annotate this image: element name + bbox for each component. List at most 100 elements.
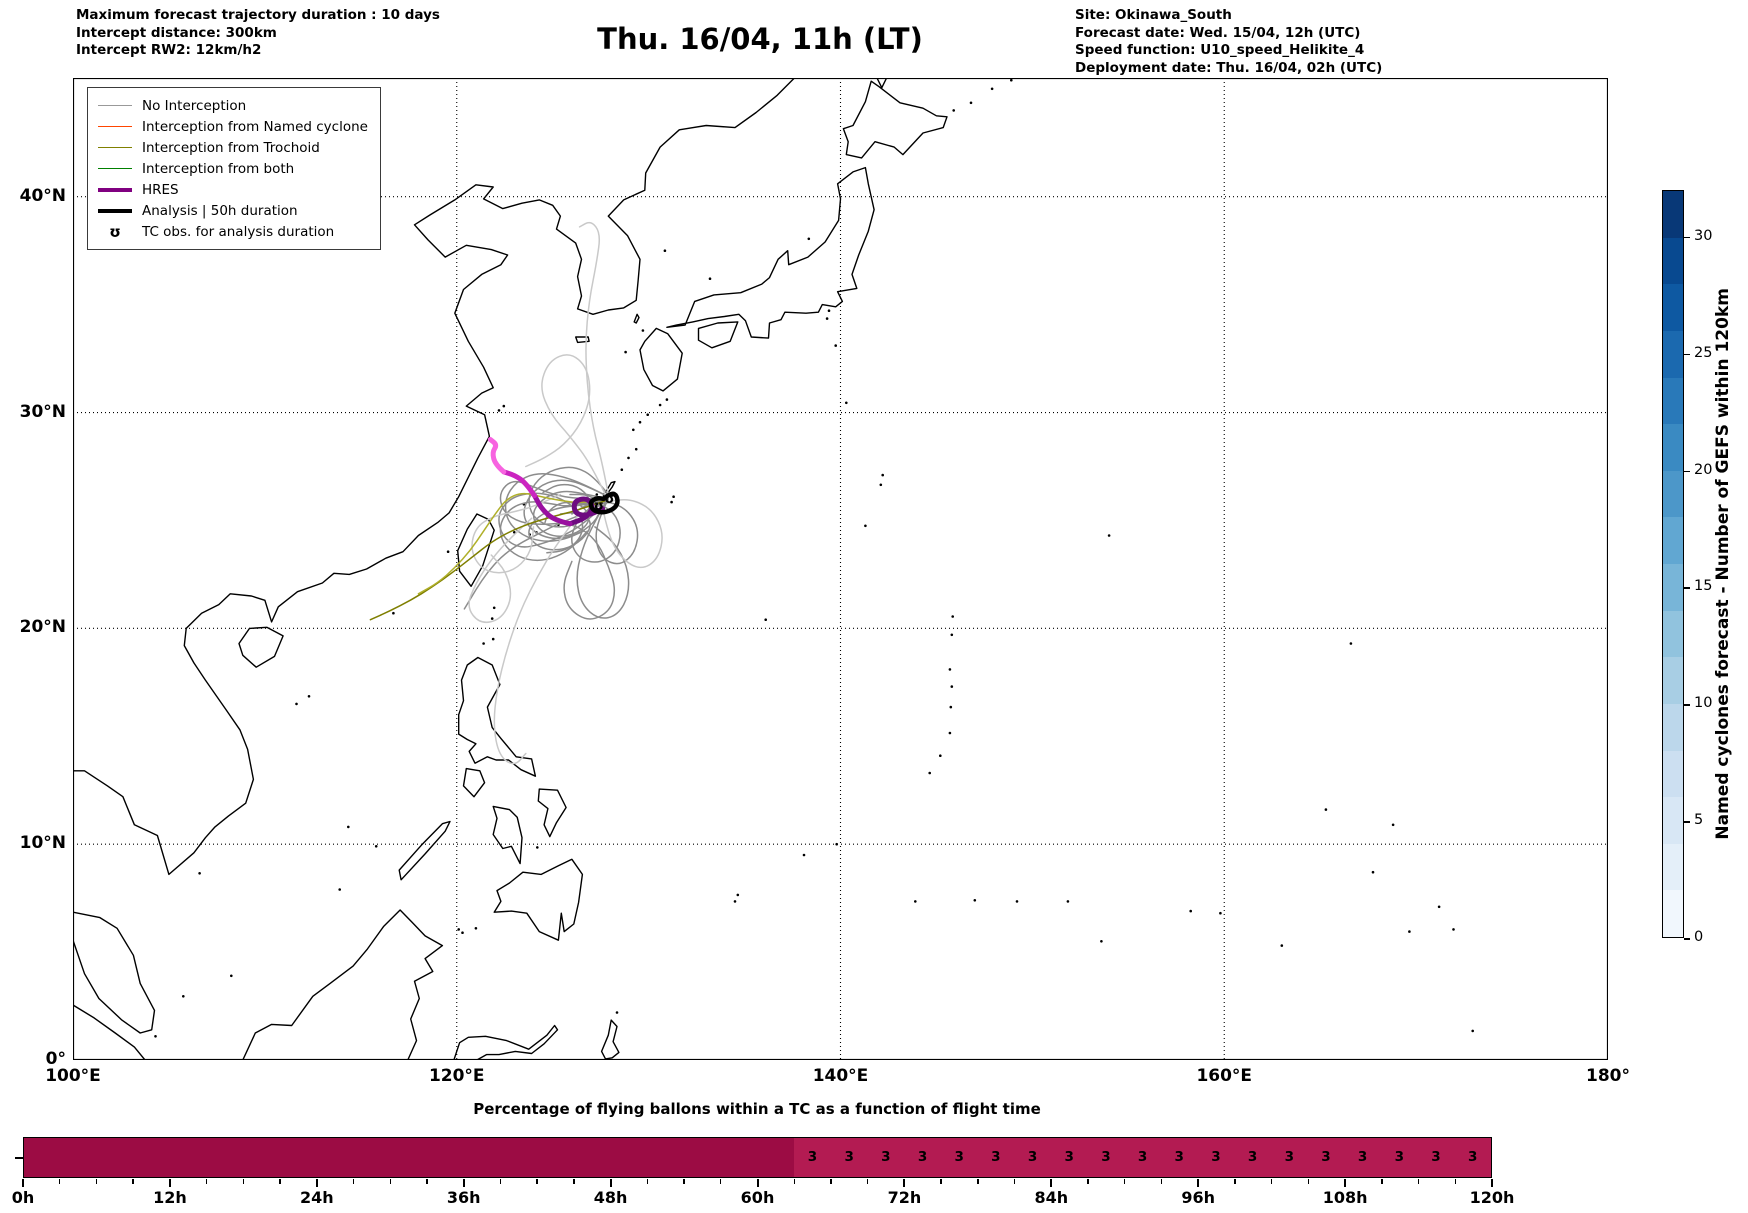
colorbar-band [1663, 750, 1683, 798]
trajectory-no-interception [525, 354, 608, 498]
forecast-date-text: Forecast date: Wed. 15/04, 12h (UTC) [1075, 24, 1361, 41]
bar-segment-label: 3 [1027, 1149, 1038, 1165]
bar-axis-tick [793, 1179, 795, 1184]
colorbar-tick-label: 30 [1694, 227, 1713, 244]
bar-axis-tick [242, 1179, 245, 1184]
coastline [639, 327, 683, 392]
trajectory-no-interception [528, 500, 608, 551]
bar-axis-tick [1454, 1179, 1456, 1184]
bar-axis-label: 48h [593, 1188, 628, 1207]
bar-segment-label: 3 [991, 1149, 1001, 1165]
coastline [633, 313, 640, 324]
colorbar-band [1663, 610, 1683, 658]
colorbar-band [1663, 191, 1683, 238]
colorbar-tick [1684, 821, 1690, 823]
bar-axis-tick [1307, 1179, 1310, 1184]
bar-segment-label: 3 [1284, 1149, 1294, 1165]
bar-axis-tick [132, 1179, 134, 1184]
bar-axis-label: 108h [1322, 1188, 1368, 1207]
colorbar-tick [1684, 587, 1690, 589]
colorbar-band [1663, 657, 1683, 704]
bar-axis-tick [756, 1179, 759, 1187]
coastline [73, 1004, 146, 1060]
legend-row: Interception from Trochoid [98, 137, 368, 158]
colorbar-band [1663, 843, 1683, 891]
bar-axis-tick [59, 1179, 61, 1184]
colorbar-band [1663, 797, 1683, 844]
bar-axis-tick [1013, 1179, 1016, 1184]
bar-segment-label: 3 [1394, 1149, 1405, 1165]
bar-segment-label: 3 [1321, 1149, 1331, 1165]
trajectory-no-interception [499, 498, 608, 562]
y-tick-label: 0° [45, 1049, 66, 1069]
bar-axis-tick [609, 1179, 612, 1187]
bar-segment-label: 3 [1357, 1149, 1368, 1165]
trajectory-hres-segment [487, 437, 507, 475]
colorbar-band [1663, 284, 1683, 331]
bar-axis-tick [1417, 1179, 1420, 1184]
colorbar-tick [1684, 470, 1690, 472]
colorbar-band [1663, 703, 1683, 751]
bar-axis-tick [1344, 1179, 1347, 1187]
legend-row: ʊ TC obs. for analysis duration [98, 221, 368, 242]
max-duration-text: Maximum forecast trajectory duration : 1… [76, 7, 440, 23]
bar-axis-tick [1381, 1179, 1383, 1184]
x-tick-label: 100°E [45, 1066, 101, 1086]
bar-axis-tick [352, 1179, 355, 1184]
bar-segment-label: 3 [1064, 1149, 1074, 1165]
colorbar-tick [1684, 938, 1690, 940]
colorbar-band [1663, 517, 1683, 564]
legend-row: HRES [98, 179, 368, 200]
trajectory-no-interception [468, 517, 533, 624]
coastline [492, 805, 523, 865]
bar-axis-tick [1234, 1179, 1236, 1184]
legend-label: No Interception [142, 97, 247, 114]
coastline [842, 80, 948, 159]
bar-axis-tick [1124, 1179, 1126, 1184]
colorbar-band [1663, 237, 1683, 285]
coastline [493, 858, 584, 941]
bar-axis-tick [205, 1179, 208, 1184]
colorbar-tick-label: 25 [1694, 344, 1713, 361]
coastline [697, 321, 739, 349]
bar-axis-tick [830, 1179, 832, 1184]
legend-label: Analysis | 50h duration [142, 202, 298, 219]
colorbar-tick [1684, 704, 1690, 706]
island-dots [154, 78, 1475, 1038]
tc-obs-marker: ʊ [604, 491, 615, 507]
bar-axis-tick [462, 1179, 465, 1187]
bar-segment-label: 3 [1211, 1149, 1221, 1165]
trajectory-interception-from-trochoid [417, 492, 606, 595]
bar-segment-label: 3 [844, 1149, 854, 1165]
coastline [575, 336, 590, 344]
y-tick-label: 10°N [19, 833, 66, 854]
bar-segment-label: 3 [1467, 1149, 1478, 1165]
legend-row: Interception from both [98, 158, 368, 179]
bar-axis-tick [1491, 1179, 1493, 1187]
bar-axis-tick [426, 1179, 428, 1184]
legend-row: No Interception [98, 95, 368, 116]
coastline [242, 909, 444, 1060]
y-tick-label: 40°N [19, 185, 66, 206]
colorbar [1662, 190, 1684, 938]
coastline [73, 911, 156, 1034]
legend-row: Analysis | 50h duration [98, 200, 368, 221]
colorbar-band [1663, 890, 1683, 937]
legend-line-swatch [98, 168, 132, 169]
bar-axis-tick [1270, 1179, 1273, 1184]
colorbar-tick [1684, 236, 1690, 239]
site-text: Site: Okinawa_South [1075, 7, 1232, 23]
bar-segment-label: 3 [1431, 1149, 1441, 1165]
colorbar-band [1663, 564, 1683, 611]
bar-segment-label: 3 [1101, 1149, 1111, 1165]
trajectory-no-interception [576, 500, 630, 619]
colorbar-tick-label: 5 [1694, 812, 1704, 829]
bar-segment [24, 1138, 795, 1177]
coastline [600, 1019, 620, 1060]
legend-label: Interception from Trochoid [142, 139, 320, 156]
deployment-date-text: Deployment date: Thu. 16/04, 02h (UTC) [1075, 59, 1383, 76]
intercept-rw2-text: Intercept RW2: 12km/h2 [76, 42, 262, 58]
bar-segment-label: 3 [954, 1149, 964, 1165]
x-tick-label: 120°E [428, 1066, 485, 1086]
